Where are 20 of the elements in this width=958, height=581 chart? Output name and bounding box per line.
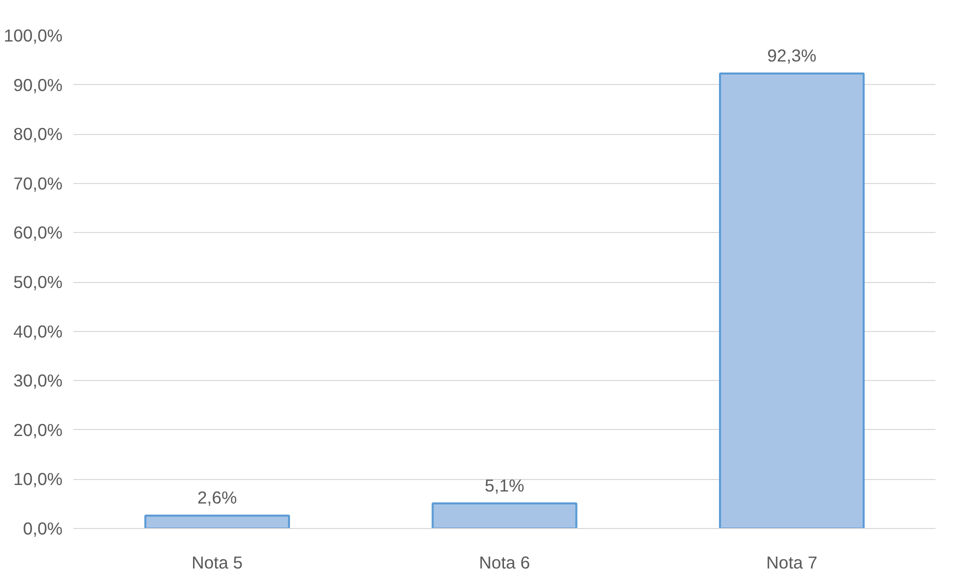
y-tick-label: 20,0% — [13, 420, 63, 440]
y-tick-label: 70,0% — [13, 173, 63, 194]
y-tick-label: 10,0% — [13, 469, 63, 490]
x-tick-label: Nota 5 — [192, 552, 243, 572]
y-tick-label: 30,0% — [13, 370, 63, 391]
data-label: 92,3% — [767, 45, 816, 66]
bar — [432, 502, 578, 528]
x-tick-label: Nota 7 — [766, 552, 818, 572]
y-tick-label: 40,0% — [13, 321, 63, 342]
x-tick-label: Nota 6 — [478, 552, 530, 572]
y-tick-label: 0,0% — [23, 518, 63, 538]
data-label: 5,1% — [484, 475, 524, 496]
bar — [144, 514, 290, 528]
y-tick-label: 100,0% — [4, 26, 63, 46]
bar — [719, 72, 865, 528]
y-tick-label: 50,0% — [13, 272, 63, 292]
data-label: 2,6% — [197, 488, 237, 508]
y-tick-label: 80,0% — [13, 124, 63, 144]
y-tick-label: 60,0% — [13, 222, 63, 243]
y-tick-label: 90,0% — [13, 74, 63, 95]
